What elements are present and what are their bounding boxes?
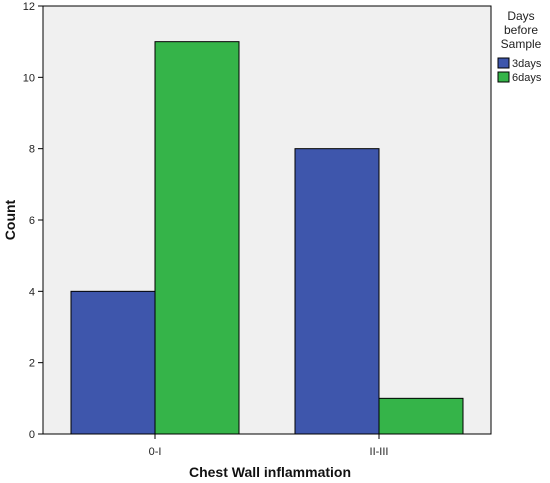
y-tick-label: 0	[29, 429, 35, 441]
y-tick-label: 6	[29, 215, 35, 227]
legend-label-6days: 6days	[512, 72, 542, 84]
y-tick-label: 2	[29, 358, 35, 370]
legend-title-line-2: before	[504, 23, 538, 37]
bar-6days-0-I	[154, 41, 240, 435]
x-tick-label: II-III	[370, 446, 389, 458]
x-tick-label: 0-I	[149, 446, 162, 458]
y-tick-label: 4	[29, 286, 35, 298]
bar-3days-0-I	[70, 290, 156, 435]
x-axis-title: Chest Wall inflammation	[189, 464, 351, 480]
legend-title-line-1: Days	[507, 9, 534, 23]
legend-label-3days: 3days	[512, 58, 542, 70]
legend-title-line-3: Sample	[501, 37, 542, 51]
bar-6days-II-III	[378, 397, 464, 435]
y-tick-label: 12	[23, 1, 35, 13]
legend: Days before Sample 3days 6days	[497, 9, 542, 84]
bar-3days-II-III	[294, 148, 380, 435]
y-axis: 0 2 4 6 8 10 12	[23, 1, 43, 441]
y-tick-label: 8	[29, 144, 35, 156]
legend-swatch-6days	[497, 71, 510, 83]
y-tick-label: 10	[23, 72, 35, 84]
legend-swatch-3days	[497, 57, 510, 69]
y-axis-title: Count	[2, 199, 18, 240]
x-axis: 0-I II-III	[149, 434, 389, 458]
bars-group	[70, 41, 464, 435]
